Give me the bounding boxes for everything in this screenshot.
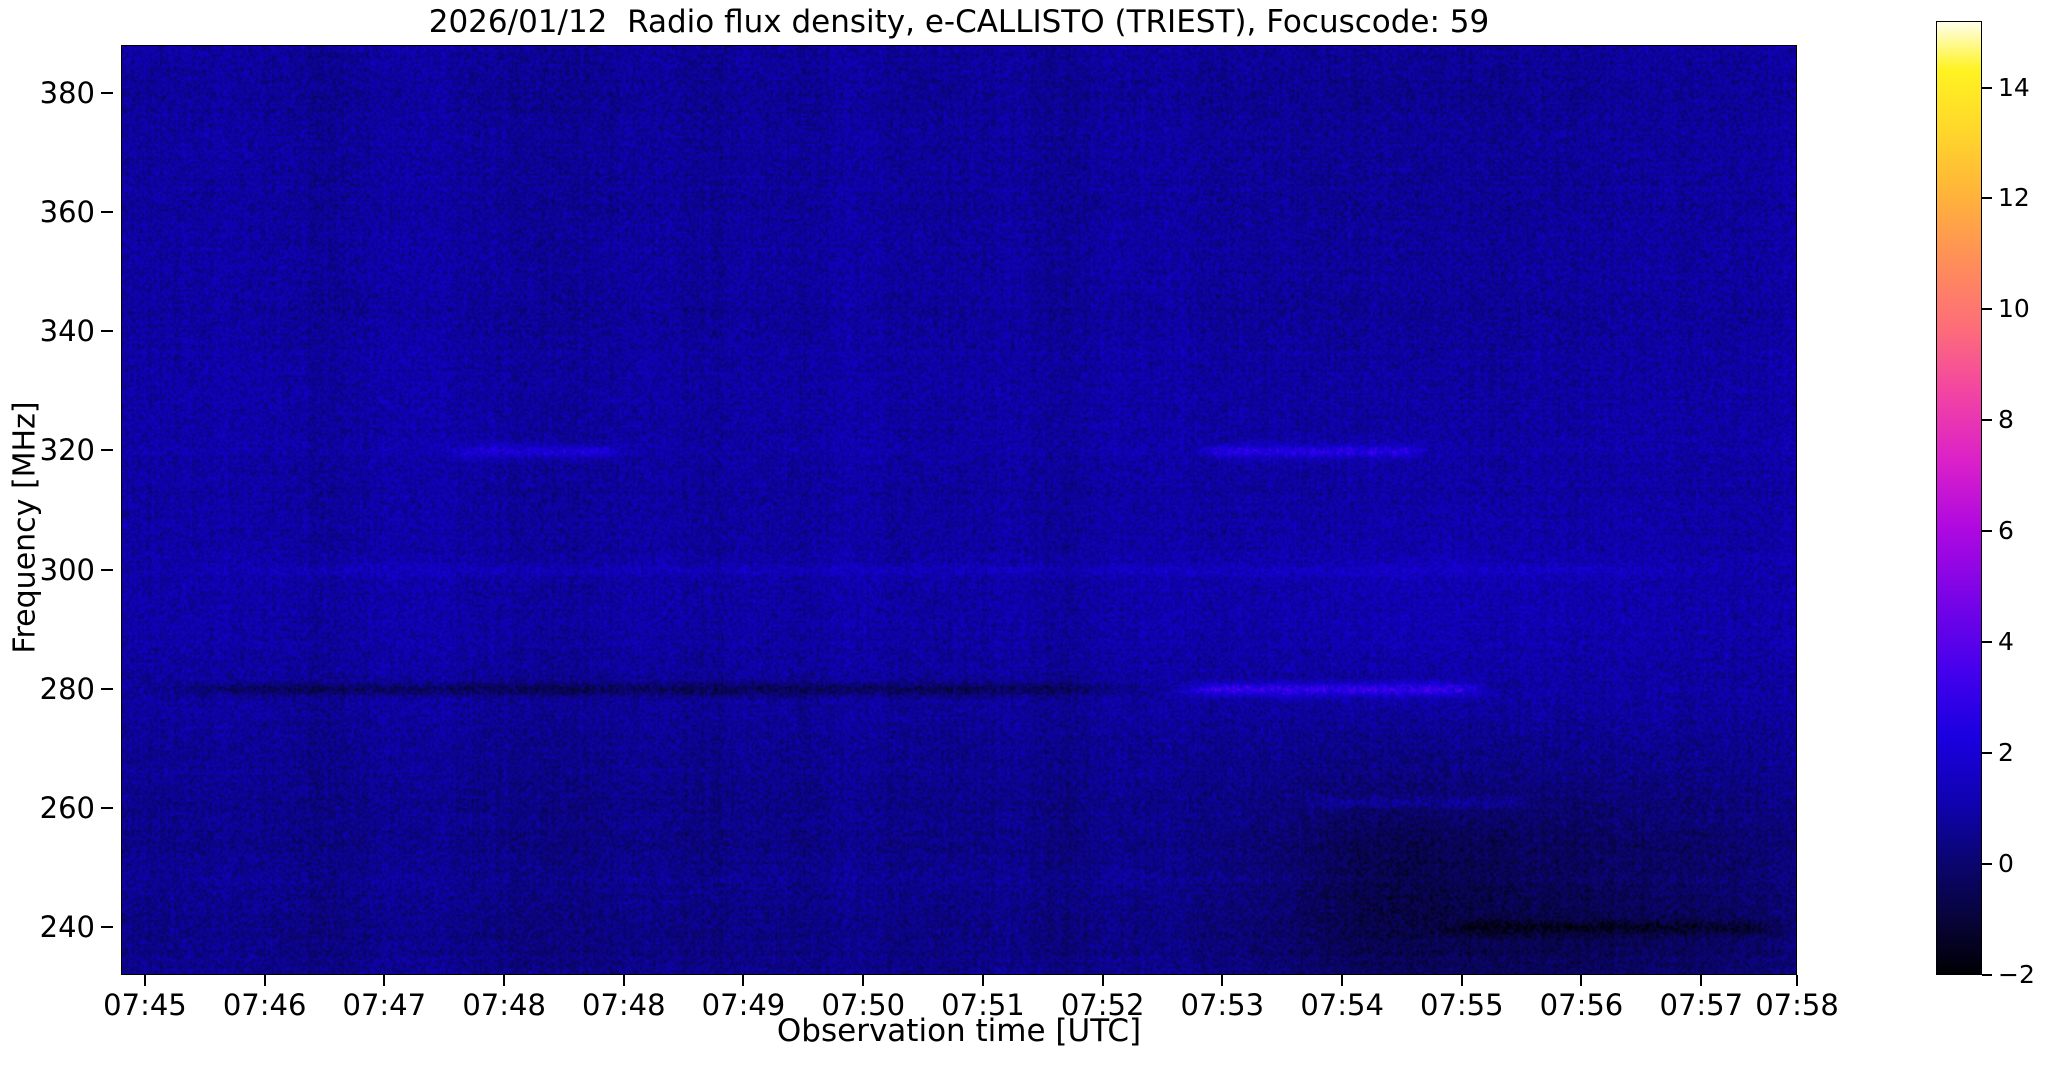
colorbar-tick-mark: [1982, 419, 1992, 422]
x-tick-mark: [981, 975, 984, 986]
colorbar-tick-mark: [1982, 530, 1992, 533]
colorbar-tick-label: 4: [1998, 627, 2014, 657]
x-tick-label: 07:55: [1420, 988, 1504, 1022]
y-tick-label: 380: [39, 75, 95, 110]
colorbar-tick-label: 12: [1998, 183, 2030, 213]
y-tick-label: 340: [39, 314, 95, 349]
y-tick-label: 300: [39, 552, 95, 587]
x-tick-mark: [383, 975, 386, 986]
x-axis-label: Observation time [UTC]: [776, 1013, 1142, 1049]
colorbar-tick-mark: [1982, 863, 1992, 866]
y-tick-mark: [101, 926, 113, 929]
colorbar-axis: −2 0 2 4 6 8 10 12 14: [1982, 21, 2066, 988]
colorbar-tick-label: 10: [1998, 294, 2030, 324]
colorbar-tick-label: 6: [1998, 516, 2014, 546]
x-tick-label: 07:51: [941, 988, 1025, 1022]
x-tick-label: 07:48: [462, 988, 546, 1022]
colorbar: [1936, 21, 1982, 975]
y-tick-mark: [101, 210, 113, 213]
x-tick-mark: [1101, 975, 1104, 986]
x-tick-label: 07:56: [1539, 988, 1624, 1022]
colorbar-tick-mark: [1982, 86, 1992, 89]
x-tick-label: 07:50: [821, 988, 906, 1022]
x-tick-label: 07:53: [1180, 988, 1265, 1022]
colorbar-tick-label: 14: [1998, 72, 2030, 102]
colorbar-tick-label: 0: [1998, 849, 2014, 879]
x-tick-label: 07:49: [701, 988, 786, 1022]
spectrogram-plot-area: [121, 45, 1797, 975]
colorbar-tick-mark: [1982, 752, 1992, 755]
x-tick-mark: [143, 975, 146, 986]
colorbar-gradient: [1937, 22, 1981, 974]
y-tick-label: 240: [39, 910, 95, 945]
y-tick-mark: [101, 91, 113, 94]
x-tick-label: 07:58: [1755, 988, 1839, 1022]
y-axis: 380 360 340 320 300 280 260 240: [0, 0, 121, 1067]
y-tick-label: 320: [39, 433, 95, 468]
x-tick-mark: [1460, 975, 1463, 986]
y-tick-label: 360: [39, 194, 95, 229]
x-tick-label: 07:45: [103, 988, 187, 1022]
y-tick-mark: [101, 687, 113, 690]
x-tick-label: 07:54: [1300, 988, 1384, 1022]
x-tick-mark: [862, 975, 865, 986]
y-tick-mark: [101, 807, 113, 810]
colorbar-tick-label: 2: [1998, 738, 2014, 768]
x-tick-mark: [622, 975, 625, 986]
x-tick-mark: [1700, 975, 1703, 986]
spectrogram-image: [122, 46, 1796, 974]
colorbar-tick-mark: [1982, 974, 1992, 976]
colorbar-tick-mark: [1982, 197, 1992, 200]
x-tick-mark: [1580, 975, 1583, 986]
colorbar-tick-mark: [1982, 641, 1992, 644]
x-tick-mark: [263, 975, 266, 986]
y-tick-mark: [101, 330, 113, 333]
x-tick-mark: [742, 975, 745, 986]
y-tick-label: 280: [39, 671, 95, 706]
y-tick-mark: [101, 568, 113, 571]
y-tick-label: 260: [39, 791, 95, 826]
x-tick-label: 07:57: [1659, 988, 1744, 1022]
x-tick-mark: [1341, 975, 1344, 986]
x-tick-mark: [1221, 975, 1224, 986]
colorbar-tick-label: 8: [1998, 405, 2014, 435]
x-tick-label: 07:52: [1060, 988, 1145, 1022]
y-axis-label: Frequency [MHz]: [7, 401, 43, 654]
x-tick-mark: [1796, 975, 1798, 986]
y-tick-mark: [101, 449, 113, 452]
x-tick-label: 07:47: [342, 988, 427, 1022]
x-axis: 07:45 07:46 07:47 07:48 07:48 07:49 07:50 07:51…: [0, 975, 2066, 1067]
x-tick-mark: [503, 975, 506, 986]
colorbar-tick-label: −2: [1998, 960, 2035, 989]
x-tick-label: 07:46: [222, 988, 307, 1022]
colorbar-tick-mark: [1982, 308, 1992, 311]
page-title: 2026/01/12 Radio flux density, e-CALLIST…: [428, 4, 1490, 40]
x-tick-label: 07:48: [582, 988, 666, 1022]
